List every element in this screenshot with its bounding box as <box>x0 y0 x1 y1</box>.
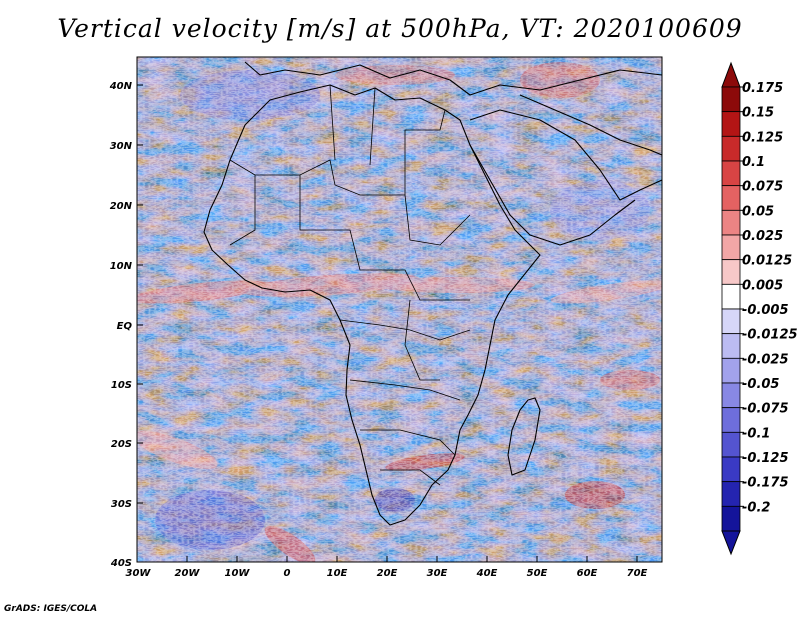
colorbar-swatches <box>721 86 741 532</box>
lon-label: 30E <box>427 568 448 579</box>
map-area <box>137 57 662 562</box>
lat-label: 40S <box>110 558 132 569</box>
lon-label: 20W <box>175 568 201 579</box>
colorbar-bottom-arrow <box>721 530 741 556</box>
lon-label: 70E <box>627 568 648 579</box>
lon-labels: 30W 20W 10W 0 10E 20E 30E 40E 50E 60E 70… <box>126 568 648 579</box>
colorbar-swatch <box>721 308 741 335</box>
colorbar: 0.175 0.15 0.125 0.1 0.075 0.05 0.025 0.0125 0.0… <box>721 61 798 556</box>
lat-label: 10N <box>110 261 133 272</box>
colorbar-swatch <box>721 160 741 187</box>
lat-label: 10S <box>111 380 132 391</box>
colorbar-top-arrow <box>721 61 741 88</box>
lon-label: 60E <box>577 568 598 579</box>
coastlines <box>203 61 662 526</box>
colorbar-label: -0.0125 <box>742 328 798 343</box>
colorbar-swatch <box>721 505 741 532</box>
lat-label: 20S <box>111 439 132 450</box>
field-streaks <box>137 57 662 562</box>
lon-label: 30W <box>126 568 152 579</box>
colorbar-label: 0.005 <box>742 278 783 293</box>
colorbar-label: 0.1 <box>742 155 765 170</box>
colorbar-label: 0.175 <box>742 81 783 96</box>
lat-label: 30S <box>111 499 132 510</box>
colorbar-label: -0.005 <box>742 303 789 318</box>
colorbar-swatch <box>721 259 741 285</box>
country-borders <box>229 84 471 486</box>
colorbar-label: -0.075 <box>742 402 789 417</box>
colorbar-label: 0.025 <box>742 229 783 244</box>
lon-label: 10E <box>327 568 348 579</box>
colorbar-swatch <box>721 135 741 162</box>
persia-coast <box>519 94 662 156</box>
colorbar-swatch <box>721 86 741 113</box>
colorbar-swatch <box>721 209 741 236</box>
colorbar-swatch <box>721 357 741 384</box>
colorbar-label: -0.1 <box>742 426 770 441</box>
colorbar-label: 0.05 <box>742 204 774 219</box>
lat-label: 20N <box>110 201 133 212</box>
map-frame <box>136 56 663 563</box>
credit-text: GrADS: IGES/COLA <box>4 604 98 614</box>
lon-label: 10W <box>225 568 251 579</box>
colorbar-label: 0.125 <box>742 130 783 145</box>
colorbar-swatch <box>721 333 741 359</box>
lat-ticks <box>137 84 143 504</box>
lon-label: 20E <box>377 568 398 579</box>
colorbar-swatch <box>721 185 741 211</box>
colorbar-swatch <box>721 234 741 261</box>
lon-ticks <box>186 556 638 562</box>
colorbar-swatch <box>721 407 741 433</box>
colorbar-swatch <box>721 456 741 483</box>
lat-label: 40N <box>109 81 133 92</box>
colorbar-label: -0.05 <box>742 377 779 392</box>
colorbar-swatch <box>721 111 741 137</box>
madagascar-coast <box>507 397 541 476</box>
colorbar-label: 0.0125 <box>742 254 792 269</box>
colorbar-swatch <box>721 283 741 310</box>
lon-label: 50E <box>527 568 548 579</box>
colorbar-label: -0.125 <box>742 451 789 466</box>
europe-coast <box>244 61 662 96</box>
colorbar-swatch <box>721 431 741 458</box>
colorbar-label: -0.175 <box>742 476 789 491</box>
lat-labels: 40N 30N 20N 10N EQ 10S 20S 30S 40S <box>109 81 133 569</box>
colorbar-swatch <box>721 481 741 507</box>
lat-label: 30N <box>110 141 133 152</box>
colorbar-label: 0.15 <box>742 106 774 121</box>
africa-coast <box>203 84 541 526</box>
colorbar-label: -0.025 <box>742 352 789 367</box>
lat-label: EQ <box>117 321 133 332</box>
lon-label: 40E <box>476 568 498 579</box>
colorbar-label: -0.2 <box>742 500 770 515</box>
colorbar-labels: 0.175 0.15 0.125 0.1 0.075 0.05 0.025 0.0125 0.0… <box>740 81 798 515</box>
colorbar-label: 0.075 <box>742 180 783 195</box>
arabia-coast <box>469 109 662 246</box>
chart-title: Vertical velocity [m/s] at 500hPa, VT: 2… <box>57 14 743 43</box>
lon-label: 0 <box>284 568 291 579</box>
colorbar-swatch <box>721 382 741 409</box>
